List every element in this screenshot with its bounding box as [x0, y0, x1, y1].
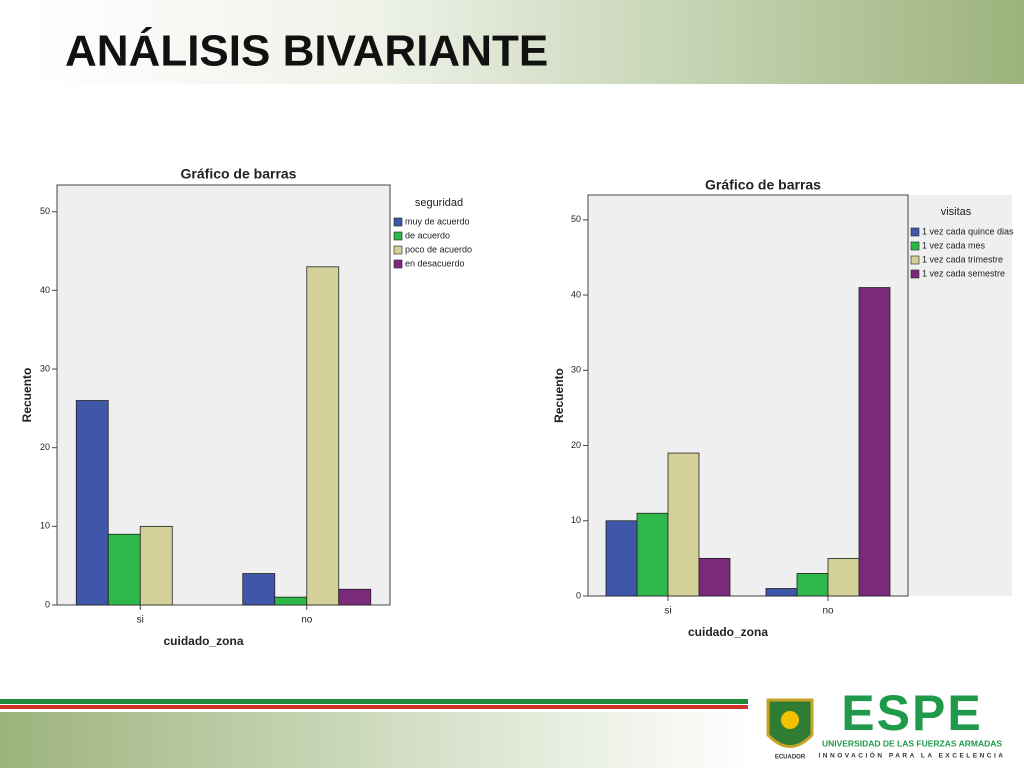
- footer-line-green: [0, 699, 748, 704]
- plot-frame: [587, 194, 909, 597]
- legend-label: 1 vez cada quince dias: [922, 226, 1014, 236]
- header-band: [30, 0, 1024, 84]
- bar: [765, 588, 798, 597]
- legend-label: de acuerdo: [405, 230, 450, 240]
- shield-emblem: [781, 711, 799, 729]
- legend-label: en desacuerdo: [405, 258, 465, 268]
- x-tick-label: no: [301, 615, 313, 626]
- shield-text: ECUADOR: [775, 755, 806, 761]
- x-tick-label: no: [822, 606, 834, 617]
- university-name: UNIVERSIDAD DE LAS FUERZAS ARMADAS: [822, 738, 1002, 748]
- legend-label: muy de acuerdo: [405, 216, 470, 226]
- slide-title: ANÁLISIS BIVARIANTE: [65, 26, 548, 76]
- footer-band: [0, 712, 752, 768]
- x-tick-label: si: [664, 606, 671, 617]
- bar: [636, 512, 669, 597]
- legend-swatch: [910, 227, 920, 237]
- bar: [274, 596, 308, 606]
- bar: [827, 557, 860, 597]
- y-tick-label: 30: [571, 365, 581, 375]
- bar: [107, 533, 141, 606]
- legend-swatch: [910, 269, 920, 279]
- bar: [242, 573, 276, 606]
- x-axis-label: cuidado_zona: [688, 625, 768, 639]
- bar: [698, 557, 731, 597]
- y-tick-label: 30: [40, 363, 50, 373]
- y-tick-label: 0: [45, 599, 50, 609]
- x-tick-label: si: [137, 615, 144, 626]
- legend-swatch: [393, 231, 403, 241]
- plot-frame: [56, 184, 391, 606]
- chart-title: Gráfico de barras: [705, 177, 821, 193]
- chart-title: Gráfico de barras: [181, 166, 297, 182]
- y-axis-label: Recuento: [20, 368, 34, 423]
- legend-swatch: [393, 259, 403, 269]
- footer-line-red: [0, 705, 748, 709]
- y-tick-label: 40: [40, 285, 50, 295]
- bar: [306, 266, 340, 606]
- bar: [139, 525, 173, 606]
- y-tick-label: 50: [571, 214, 581, 224]
- legend-title: seguridad: [415, 197, 463, 209]
- legend-label: 1 vez cada semestre: [922, 268, 1005, 278]
- y-tick-label: 20: [40, 442, 50, 452]
- bar: [338, 588, 372, 606]
- y-tick-label: 20: [571, 440, 581, 450]
- y-tick-label: 50: [40, 206, 50, 216]
- legend-label: 1 vez cada mes: [922, 240, 986, 250]
- y-tick-label: 10: [571, 515, 581, 525]
- tagline: INNOVACIÓN PARA LA EXCELENCIA: [819, 751, 1006, 760]
- bar: [75, 400, 109, 606]
- y-tick-label: 10: [40, 521, 50, 531]
- y-tick-label: 40: [571, 289, 581, 299]
- bar: [667, 452, 700, 597]
- y-tick-label: 0: [576, 590, 581, 600]
- logo-text: ESPE: [841, 685, 982, 741]
- legend-title: visitas: [941, 206, 972, 218]
- legend-swatch: [393, 217, 403, 227]
- y-axis-label: Recuento: [552, 368, 566, 423]
- legend-label: 1 vez cada trimestre: [922, 254, 1003, 264]
- legend-swatch: [393, 245, 403, 255]
- bar: [858, 287, 891, 597]
- legend-swatch: [910, 255, 920, 265]
- legend-label: poco de acuerdo: [405, 244, 472, 254]
- logo: ECUADOR ESPE UNIVERSIDAD DE LAS FUERZAS …: [766, 685, 1006, 761]
- bar: [796, 573, 829, 597]
- legend-swatch: [910, 241, 920, 251]
- x-axis-label: cuidado_zona: [163, 634, 243, 648]
- bar: [605, 520, 638, 597]
